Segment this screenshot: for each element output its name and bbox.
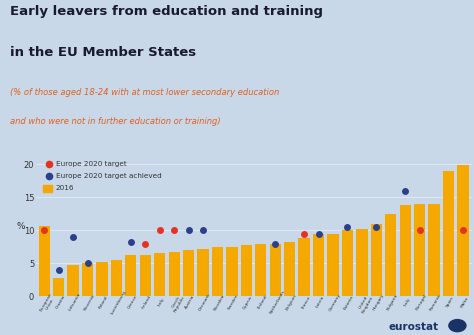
Bar xyxy=(428,204,440,296)
Text: Latvia: Latvia xyxy=(315,295,325,309)
Bar xyxy=(241,246,252,296)
Text: Belgium: Belgium xyxy=(285,293,298,311)
Text: Finland: Finland xyxy=(257,294,268,310)
Bar xyxy=(38,226,50,296)
Text: Austria: Austria xyxy=(185,294,196,310)
Bar xyxy=(226,247,237,296)
Text: Germany: Germany xyxy=(328,292,341,312)
Bar xyxy=(371,224,382,296)
Bar xyxy=(154,254,165,296)
Bar xyxy=(82,263,93,296)
Text: Romania: Romania xyxy=(429,293,442,311)
Text: European
Union: European Union xyxy=(39,292,57,314)
Bar xyxy=(111,260,122,296)
Bar xyxy=(385,214,396,296)
Text: (% of those aged 18-24 with at most lower secondary education: (% of those aged 18-24 with at most lowe… xyxy=(10,88,280,97)
Text: Europe 2020 target achieved: Europe 2020 target achieved xyxy=(56,173,162,179)
Bar xyxy=(183,250,194,296)
Text: 2016: 2016 xyxy=(56,185,74,191)
Bar xyxy=(212,247,223,296)
Bar xyxy=(443,171,454,296)
Text: Ireland: Ireland xyxy=(142,294,153,310)
Bar xyxy=(53,278,64,296)
Text: Greece: Greece xyxy=(127,294,138,310)
Text: Czech
Republic: Czech Republic xyxy=(170,293,186,314)
Text: Early leavers from education and training: Early leavers from education and trainin… xyxy=(10,5,323,18)
Text: eurostat: eurostat xyxy=(389,322,439,332)
Bar xyxy=(284,242,295,296)
Text: Netherlands: Netherlands xyxy=(269,289,285,315)
Text: Croatia: Croatia xyxy=(55,294,66,310)
Text: Hungary: Hungary xyxy=(372,293,384,311)
Text: Denmark: Denmark xyxy=(198,292,211,312)
Text: Europe 2020 target: Europe 2020 target xyxy=(56,161,127,168)
Text: Slovakia: Slovakia xyxy=(213,293,226,311)
Text: Malta: Malta xyxy=(460,296,469,308)
Bar xyxy=(299,238,310,296)
Bar xyxy=(255,244,266,296)
Bar xyxy=(197,249,209,296)
Text: Sweden: Sweden xyxy=(228,293,240,311)
Text: Spain: Spain xyxy=(446,296,455,308)
Text: Cyprus: Cyprus xyxy=(243,294,254,310)
Bar xyxy=(342,229,353,296)
Text: Luxembourg: Luxembourg xyxy=(109,289,127,315)
Bar xyxy=(125,255,137,296)
Text: Bulgaria: Bulgaria xyxy=(386,293,399,311)
Text: Slovenia: Slovenia xyxy=(83,293,96,311)
Text: France: France xyxy=(301,295,311,309)
Y-axis label: %: % xyxy=(17,222,25,231)
Bar xyxy=(313,233,324,296)
Text: in the EU Member States: in the EU Member States xyxy=(10,46,196,59)
Bar xyxy=(169,252,180,296)
Text: Lithuania: Lithuania xyxy=(68,292,82,312)
Bar xyxy=(96,262,108,296)
Bar xyxy=(400,205,411,296)
Text: Estonia: Estonia xyxy=(344,294,355,310)
Text: Poland: Poland xyxy=(98,295,109,310)
Text: Italy: Italy xyxy=(403,297,411,307)
Text: Italy: Italy xyxy=(157,297,165,307)
Text: Portugal: Portugal xyxy=(415,293,428,311)
Text: and who were not in further education or training): and who were not in further education or… xyxy=(10,117,221,126)
Text: United
Kingdom: United Kingdom xyxy=(357,293,374,314)
Bar xyxy=(414,204,425,296)
Bar xyxy=(328,233,338,296)
Bar xyxy=(270,244,281,296)
Bar xyxy=(140,255,151,296)
Bar xyxy=(457,165,469,296)
Bar xyxy=(67,265,79,296)
Bar xyxy=(44,185,52,192)
Bar xyxy=(356,229,367,296)
